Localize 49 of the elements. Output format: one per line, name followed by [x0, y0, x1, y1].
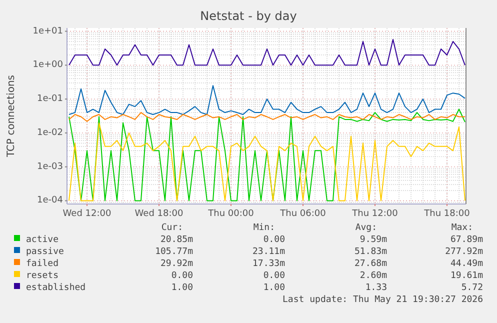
text: Min: — [253, 223, 275, 233]
text: Cur: — [161, 223, 183, 233]
line-series — [68, 122, 466, 202]
legend-label: passive — [26, 247, 64, 257]
line-series — [68, 39, 466, 66]
legend-label: failed — [26, 259, 59, 269]
text: 17.33m — [252, 259, 285, 269]
text: 5.72 — [461, 283, 483, 293]
legend-label: established — [26, 283, 86, 293]
text: 67.89m — [450, 235, 483, 245]
text: Last update: Thu May 21 19:30:27 2026 — [282, 295, 483, 305]
legend-label: active — [26, 235, 59, 245]
x-tick-label: Thu 18:00 — [423, 209, 470, 219]
text: 0.00 — [263, 271, 285, 281]
text: 27.68m — [354, 259, 387, 269]
x-tick-label: Thu 12:00 — [351, 209, 398, 219]
y-tick-label: 1e-03 — [37, 162, 63, 172]
text: 19.61m — [450, 271, 483, 281]
text: 2.60m — [360, 271, 387, 281]
y-tick-label: 1e-02 — [37, 128, 63, 138]
x-tick-label: Thu 00:00 — [207, 209, 254, 219]
text: Avg: — [355, 223, 377, 233]
text: 0.00 — [263, 235, 285, 245]
x-tick-label: Thu 06:00 — [279, 209, 326, 219]
text: 105.77m — [155, 247, 193, 257]
text: 29.92m — [160, 259, 193, 269]
text: 1.00 — [263, 283, 285, 293]
y-tick-label: 1e+00 — [32, 60, 64, 70]
chart-title: Netstat - by day — [200, 9, 297, 23]
text: 1.33 — [365, 283, 387, 293]
line-series — [68, 85, 466, 116]
y-tick-label: 1e-04 — [37, 196, 64, 206]
y-tick-label: 1e+01 — [32, 26, 63, 36]
text: 9.59m — [360, 235, 387, 245]
text: Max: — [451, 223, 473, 233]
legend-label: resets — [26, 271, 59, 281]
x-tick-label: Wed 12:00 — [62, 209, 112, 219]
line-series — [68, 108, 466, 202]
line-series — [68, 112, 466, 122]
text: 23.11m — [252, 247, 285, 257]
text: 0.00 — [171, 271, 193, 281]
text: 1.00 — [171, 283, 193, 293]
text: 44.49m — [450, 259, 483, 269]
y-axis-title: TCP connections — [6, 74, 17, 158]
y-tick-label: 1e-01 — [37, 94, 63, 104]
text: 20.85m — [160, 235, 193, 245]
x-tick-label: Wed 18:00 — [134, 209, 184, 219]
text: 277.92m — [445, 247, 483, 257]
text: 51.83m — [354, 247, 387, 257]
